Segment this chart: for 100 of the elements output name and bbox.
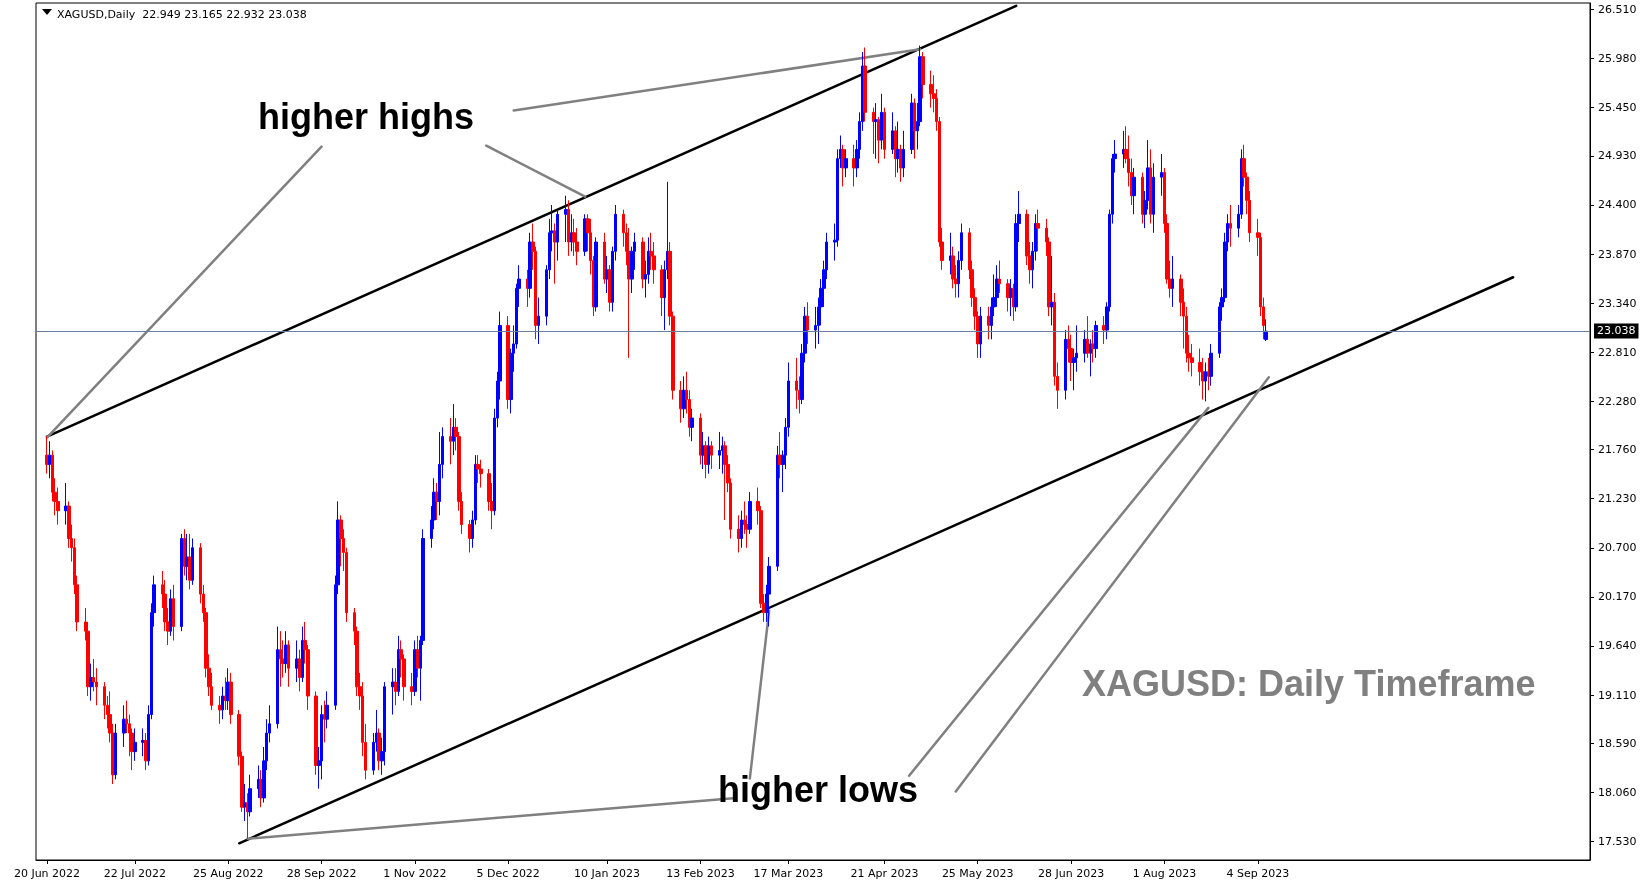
- candlestick: [877, 116, 881, 164]
- candlestick: [133, 727, 137, 762]
- candlestick: [1094, 320, 1098, 359]
- candlestick: [880, 93, 883, 150]
- candlestick: [1122, 130, 1125, 169]
- y-tick-label: 19.110: [1598, 688, 1637, 702]
- candlestick: [1209, 343, 1213, 387]
- candlestick: [452, 403, 455, 456]
- x-tick-label: 28 Jun 2023: [1038, 867, 1105, 880]
- candlestick: [468, 519, 472, 553]
- candlestick: [795, 357, 798, 410]
- candlestick: [710, 440, 713, 470]
- candlestick: [570, 213, 573, 252]
- candlestick: [476, 454, 480, 484]
- candlestick: [394, 667, 397, 706]
- y-tick-label: 20.170: [1598, 590, 1637, 604]
- candlestick: [737, 514, 741, 553]
- candlestick: [899, 144, 903, 183]
- candlestick: [1207, 357, 1210, 391]
- candlestick: [279, 630, 282, 688]
- candlestick: [284, 630, 288, 674]
- candlestick: [605, 255, 609, 294]
- candlestick: [188, 533, 192, 590]
- candlestick: [1089, 338, 1092, 377]
- candlestick: [1149, 148, 1152, 224]
- candlestick: [537, 297, 540, 345]
- candlestick: [767, 556, 771, 628]
- y-tick-label: 22.810: [1598, 345, 1637, 359]
- candlestick: [682, 375, 686, 419]
- candlestick: [1086, 315, 1089, 359]
- candlestick: [180, 533, 183, 632]
- candlestick: [707, 436, 710, 475]
- candlestick: [1091, 329, 1095, 363]
- candlestick: [218, 695, 222, 725]
- x-tick-label: 4 Sep 2023: [1226, 867, 1290, 880]
- candlestick: [776, 445, 779, 572]
- candlestick: [169, 588, 172, 637]
- candlestick: [690, 408, 694, 442]
- candlestick: [526, 269, 529, 308]
- candlestick: [1229, 204, 1232, 248]
- x-tick-label: 22 Jul 2022: [103, 867, 166, 880]
- candlestick: [141, 727, 145, 757]
- candlestick: [1006, 278, 1010, 313]
- candlestick: [172, 584, 175, 641]
- candlestick: [987, 306, 990, 340]
- candlestick: [314, 690, 318, 776]
- candlestick: [410, 672, 414, 706]
- y-tick-label: 21.230: [1598, 492, 1637, 506]
- candlestick: [721, 436, 724, 475]
- candlestick: [679, 380, 683, 424]
- candlestick: [553, 223, 557, 285]
- candlestick: [191, 538, 194, 586]
- candlestick: [852, 144, 856, 187]
- candlestick: [1152, 162, 1155, 234]
- candlestick: [287, 639, 290, 688]
- candlestick: [64, 482, 68, 526]
- candlestick: [1050, 255, 1054, 326]
- candlestick: [748, 491, 752, 535]
- y-tick-label: 18.590: [1598, 736, 1637, 750]
- candlestick: [257, 765, 260, 799]
- candlestick: [89, 663, 93, 702]
- candlestick: [863, 46, 867, 123]
- x-tick-label: 17 Mar 2023: [753, 867, 824, 880]
- x-tick-label: 28 Sep 2022: [286, 867, 357, 880]
- candlestick: [114, 723, 117, 780]
- x-tick-label: 25 May 2023: [941, 867, 1014, 880]
- candlestick: [1083, 329, 1087, 363]
- y-tick-label: 22.280: [1598, 394, 1637, 408]
- candlestick: [641, 236, 645, 289]
- y-tick-label: 17.530: [1598, 834, 1637, 848]
- candlestick: [874, 102, 878, 160]
- candlestick: [323, 700, 326, 743]
- candlestick: [1160, 153, 1163, 197]
- ref-line-label: 23.038: [1597, 324, 1636, 338]
- candlestick: [556, 209, 559, 262]
- candlestick: [1064, 329, 1067, 401]
- candlestick: [243, 783, 246, 822]
- candlestick: [248, 774, 252, 817]
- candlestick: [479, 459, 483, 489]
- candlestick: [883, 107, 886, 160]
- candlestick: [449, 417, 452, 465]
- x-tick-label: 21 Apr 2023: [850, 867, 919, 880]
- candlestick: [594, 236, 598, 313]
- y-tick-label: 18.060: [1598, 785, 1637, 799]
- candlestick: [298, 649, 301, 692]
- candlestick: [704, 440, 708, 479]
- candlestick: [1171, 255, 1174, 308]
- x-tick-label: 20 Jun 2022: [13, 867, 81, 880]
- candlestick: [221, 686, 224, 720]
- candlestick: [416, 635, 419, 678]
- candlestick: [45, 436, 49, 475]
- candlestick: [276, 626, 279, 729]
- candlestick: [339, 514, 343, 567]
- y-tick-label: 21.760: [1598, 443, 1637, 457]
- x-tick-label: 5 Dec 2022: [476, 867, 540, 880]
- x-tick-label: 1 Aug 2023: [1132, 867, 1197, 880]
- candlestick: [1036, 209, 1040, 252]
- candlestick: [872, 107, 875, 155]
- candlestick: [564, 195, 568, 243]
- annotation: higher lows: [718, 768, 919, 810]
